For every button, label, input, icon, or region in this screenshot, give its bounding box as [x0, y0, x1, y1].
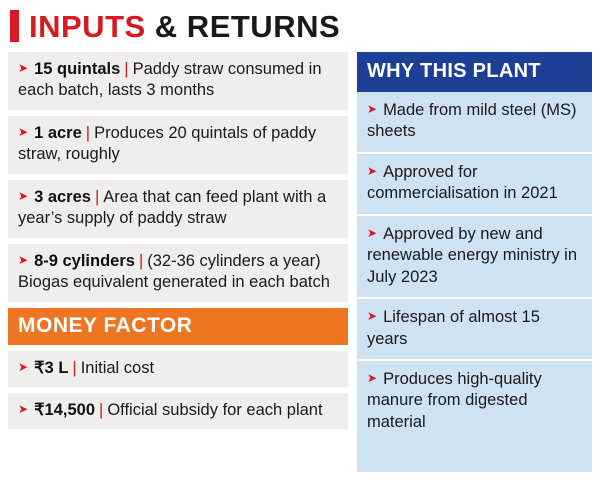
arrow-bullet-icon: ➤: [18, 359, 29, 374]
why-text: Approved for commercialisation in 2021: [367, 162, 558, 203]
arrow-bullet-icon: ➤: [367, 163, 378, 178]
fact-text: Produces 20 quintals of paddy straw, rou…: [18, 123, 317, 164]
separator: |: [72, 358, 77, 377]
why-item-ministry-approval: ➤ Approved by new and renewable energy mi…: [357, 213, 592, 297]
why-item-material: ➤ Made from mild steel (MS) sheets: [357, 92, 592, 152]
separator: |: [99, 400, 104, 419]
fact-text: (32-36 cylinders a year) Biogas equivale…: [18, 251, 330, 292]
why-item-manure: ➤ Produces high-quality manure from diges…: [357, 358, 592, 442]
fact-lead: 1 acre: [34, 123, 82, 142]
fact-lead: ₹14,500: [34, 400, 96, 419]
arrow-bullet-icon: ➤: [367, 102, 378, 116]
why-item-lifespan: ➤ Lifespan of almost 15 years: [357, 297, 592, 359]
inputs-column: ➤ 15 quintals | Paddy straw consumed in eac…: [8, 52, 348, 472]
fact-text: Paddy straw consumed in each batch, last…: [18, 60, 322, 100]
title-word-inputs: INPUTS: [29, 8, 146, 44]
fact-text: Initial cost: [80, 358, 155, 377]
why-text: Produces high-quality manure from digest…: [367, 369, 542, 431]
money-item-subsidy: ➤ ₹14,500 | Official subsidy for each plant: [8, 392, 348, 430]
separator: |: [138, 251, 144, 270]
fact-lead: 15 quintals: [34, 60, 121, 78]
why-text: Made from mild steel (MS) sheets: [367, 101, 577, 141]
why-text: Approved by new and renewable energy min…: [367, 224, 578, 286]
why-plant-header: WHY THIS PLANT: [357, 52, 592, 92]
fact-lead: ₹3 L: [34, 358, 69, 377]
arrow-bullet-icon: ➤: [18, 252, 29, 267]
page-title: INPUTS & RETURNS: [29, 11, 340, 42]
fact-lead: 3 acres: [34, 187, 91, 206]
fact-item-cylinders: ➤ 8-9 cylinders | (32-36 cylinders a year) …: [8, 243, 348, 302]
fact-lead: 8-9 cylinders: [34, 251, 135, 270]
fact-item-quintals: ➤ 15 quintals | Paddy straw consumed in eac…: [8, 52, 348, 110]
arrow-bullet-icon: ➤: [18, 61, 29, 75]
arrow-bullet-icon: ➤: [18, 401, 29, 416]
arrow-bullet-icon: ➤: [18, 188, 29, 203]
header: INPUTS & RETURNS: [10, 10, 592, 42]
money-item-initial-cost: ➤ ₹3 L | Initial cost: [8, 350, 348, 387]
separator: |: [85, 123, 91, 142]
title-word-returns: & RETURNS: [145, 8, 341, 44]
title-accent-bar: [10, 10, 19, 42]
fact-text: Official subsidy for each plant: [107, 400, 323, 419]
content-columns: ➤ 15 quintals | Paddy straw consumed in eac…: [8, 52, 592, 472]
separator: |: [94, 187, 100, 206]
why-plant-column: WHY THIS PLANT ➤ Made from mild steel (MS…: [357, 52, 592, 472]
arrow-bullet-icon: ➤: [367, 370, 378, 385]
arrow-bullet-icon: ➤: [367, 225, 378, 240]
arrow-bullet-icon: ➤: [367, 309, 378, 324]
fact-item-acres: ➤ 3 acres | Area that can feed plant with a…: [8, 179, 348, 238]
why-item-commercialisation: ➤ Approved for commercialisation in 2021: [357, 151, 592, 214]
why-text: Lifespan of almost 15 years: [367, 308, 540, 348]
fact-text: Area that can feed plant with a year’s s…: [18, 187, 327, 228]
separator: |: [124, 60, 129, 78]
fact-item-acre: ➤ 1 acre | Produces 20 quintals of paddy st…: [8, 115, 348, 174]
money-factor-header: MONEY FACTOR: [8, 307, 348, 345]
arrow-bullet-icon: ➤: [18, 124, 29, 139]
